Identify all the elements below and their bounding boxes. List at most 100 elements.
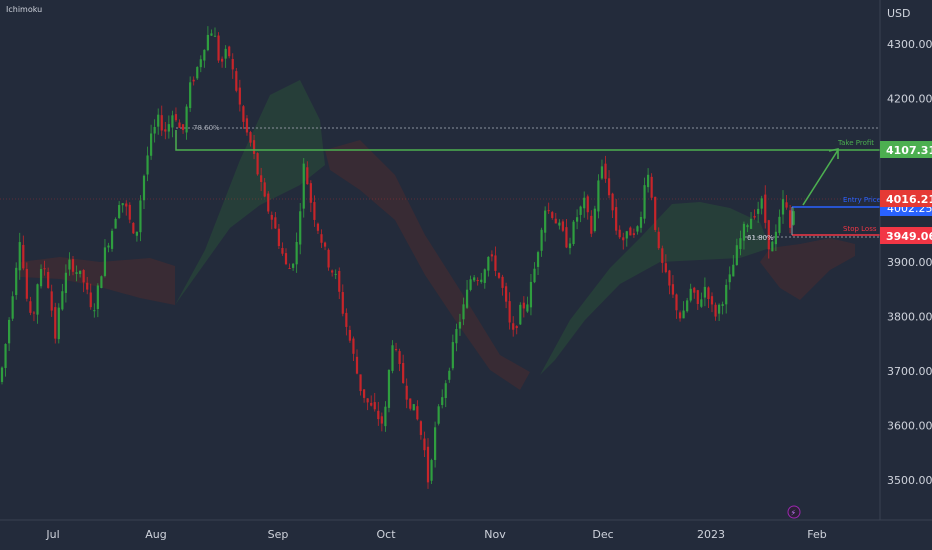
candle-down [764, 194, 767, 223]
candle-up [100, 276, 103, 289]
candle-up [583, 197, 586, 209]
candle-down [316, 223, 320, 231]
x-tick-label: Nov [484, 528, 506, 541]
candle-down [174, 114, 178, 121]
candle-down [565, 227, 568, 248]
candle-down [306, 167, 309, 185]
candle-up [568, 243, 572, 249]
candle-up [540, 229, 543, 251]
candle-up [171, 115, 174, 128]
candle-down [89, 292, 92, 308]
candle-up [203, 49, 206, 61]
y-tick-label: 3900.00 [887, 256, 932, 269]
candle-down [82, 270, 85, 283]
candle-down [355, 356, 359, 374]
candle-up [189, 82, 192, 109]
candle-down [164, 129, 167, 132]
candle-up [139, 200, 142, 233]
entry-price-label: Entry Price [843, 196, 881, 204]
y-axis-ticks: 4300.004200.004100.004000.003900.003800.… [887, 38, 932, 487]
candle-up [11, 296, 14, 319]
candle-down [497, 272, 501, 278]
candle-up [682, 310, 685, 319]
candle-down [664, 263, 667, 273]
stop-loss-value: 3949.06 [886, 230, 932, 243]
candle-up [199, 59, 202, 68]
candle-up [387, 369, 391, 408]
x-tick-label: Jul [45, 528, 59, 541]
candle-up [725, 284, 728, 305]
stop-loss-label: Stop Loss [843, 225, 877, 233]
candle-down [476, 280, 479, 282]
candle-up [142, 175, 146, 201]
cloud-bull-1 [175, 80, 325, 305]
candle-up [434, 427, 437, 460]
y-tick-label: 3600.00 [887, 420, 932, 433]
candle-up [647, 174, 650, 188]
candle-down [235, 71, 238, 91]
candle-up [292, 263, 295, 268]
take-profit-line[interactable] [175, 130, 880, 151]
candle-down [252, 140, 256, 154]
candle-up [749, 218, 753, 229]
take-profit-box [880, 141, 932, 158]
cloud-bull-2 [540, 202, 770, 375]
candle-down [405, 385, 408, 400]
lightning-icon[interactable] [787, 505, 801, 519]
candle-down [363, 389, 366, 398]
candle-up [700, 299, 703, 307]
candle-down [547, 210, 550, 212]
candle-up [686, 300, 689, 312]
y-tick-label: 3500.00 [887, 474, 932, 487]
candle-down [654, 196, 657, 230]
candle-up [774, 231, 777, 245]
candle-down [394, 349, 398, 351]
candle-down [693, 287, 696, 293]
candle-up [213, 35, 217, 37]
candle-up [110, 230, 114, 249]
candle-down [604, 163, 607, 179]
x-tick-label: Oct [376, 528, 396, 541]
candle-up [526, 304, 529, 312]
candle-down [242, 106, 245, 122]
candle-up [480, 279, 483, 282]
candle-down [416, 406, 419, 420]
candle-up [473, 277, 476, 281]
x-tick-label: Feb [807, 528, 826, 541]
candle-down [426, 446, 430, 483]
candle-up [487, 256, 490, 271]
candle-down [267, 193, 270, 212]
candle-down [323, 242, 327, 247]
candle-up [469, 279, 472, 290]
candle-up [462, 304, 465, 320]
candle-up [597, 180, 600, 212]
candle-up [437, 406, 440, 424]
candle-down [348, 329, 351, 341]
candle-down [622, 237, 625, 241]
candle-up [135, 231, 138, 236]
candle-up [746, 225, 749, 228]
candle-down [398, 351, 401, 364]
candle-down [789, 210, 792, 228]
x-tick-label: 2023 [697, 528, 725, 541]
candle-up [196, 67, 199, 79]
candle-down [54, 307, 57, 339]
candle-up [206, 34, 209, 51]
candle-up [68, 259, 71, 270]
candle-up [75, 272, 78, 274]
candle-up [735, 245, 738, 266]
candle-down [615, 207, 618, 231]
candle-up [533, 268, 536, 283]
candle-down [256, 153, 259, 175]
candle-down [249, 132, 252, 143]
y-tick-label: 4200.00 [887, 93, 932, 106]
candle-down [490, 254, 493, 257]
candle-up [444, 383, 447, 399]
candle-down [125, 203, 128, 207]
candle-down [338, 270, 341, 292]
candle-down [181, 124, 185, 131]
candle-down [160, 115, 163, 131]
cloud-bear-1 [20, 257, 175, 305]
